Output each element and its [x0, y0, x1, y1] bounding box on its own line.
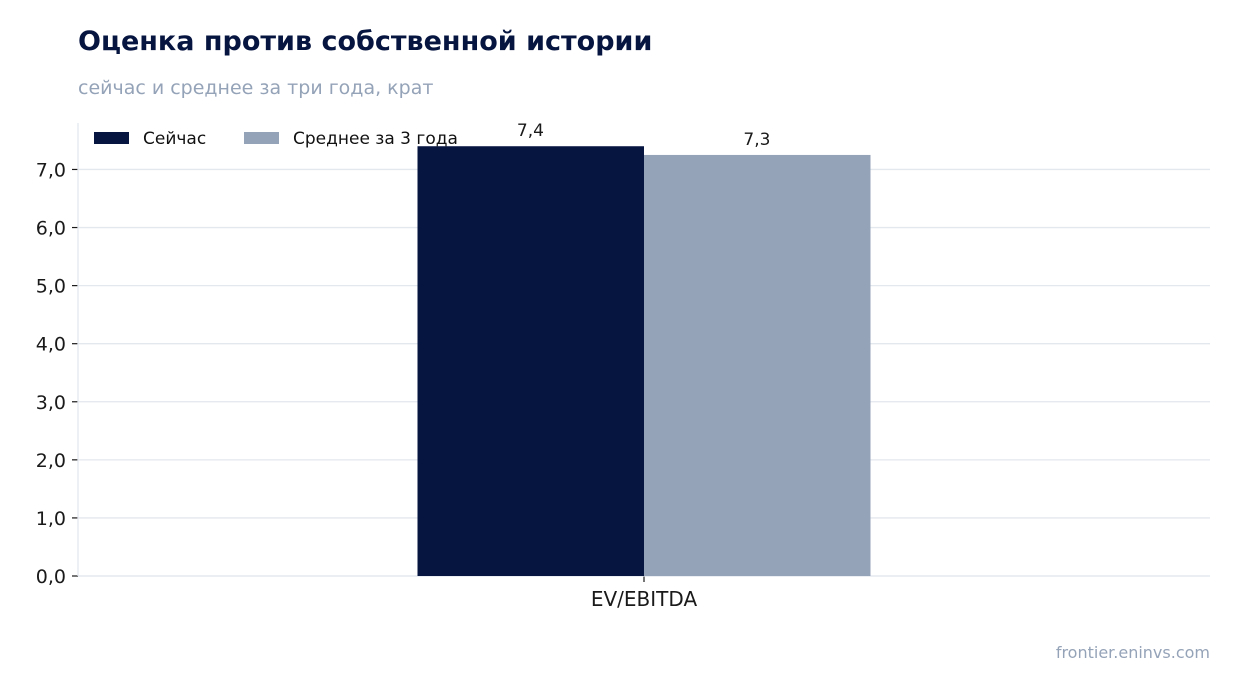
y-tick-label: 5,0 [36, 276, 66, 298]
y-tick-label: 1,0 [36, 508, 66, 530]
legend-swatch [244, 132, 279, 144]
bar-value-label: 7,3 [743, 130, 770, 150]
source-credit: frontier.eninvs.com [1055, 643, 1210, 662]
legend: Сейчас Среднее за 3 года [94, 129, 458, 149]
bars [417, 146, 871, 576]
data-labels: 7,4 7,3 [517, 121, 771, 150]
x-tick-label: EV/EBITDA [591, 587, 698, 611]
y-tick-label: 4,0 [36, 334, 66, 356]
legend-label: Сейчас [143, 129, 206, 149]
bar-value-label: 7,4 [517, 121, 544, 141]
bar-avg [644, 154, 871, 576]
y-tick-label: 0,0 [36, 566, 66, 588]
y-tick-label: 3,0 [36, 392, 66, 414]
y-tick-label: 6,0 [36, 218, 66, 240]
chart-title: Оценка против собственной истории [78, 26, 653, 57]
y-tick-label: 2,0 [36, 450, 66, 472]
axes: 0,0 1,0 2,0 3,0 4,0 5,0 6,0 7,0 EV/EBITDA [36, 123, 1210, 611]
chart-subtitle: сейчас и среднее за три года, крат [78, 77, 434, 99]
y-tick-label: 7,0 [36, 159, 66, 181]
legend-label: Среднее за 3 года [293, 129, 458, 149]
legend-swatch [94, 132, 129, 144]
bar-now [417, 146, 644, 576]
